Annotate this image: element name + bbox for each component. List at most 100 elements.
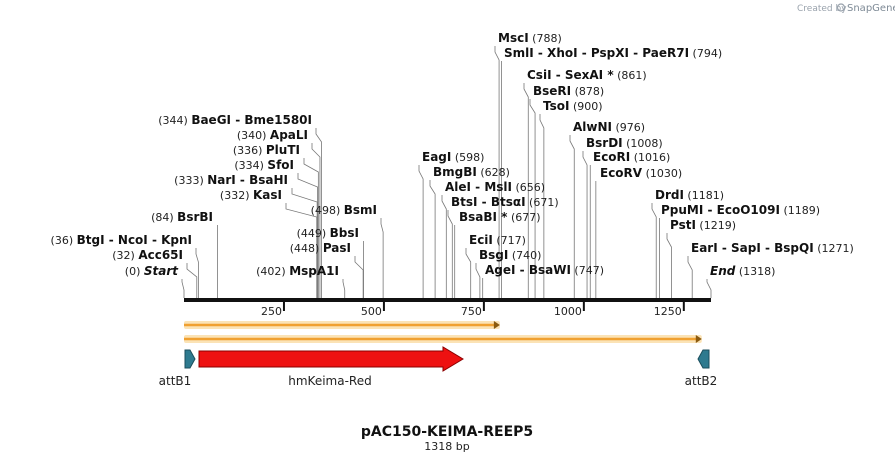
attb1-marker-icon[interactable]: [184, 349, 196, 369]
site-label[interactable]: (498) BsmI: [311, 203, 377, 217]
feature-arrow[interactable]: [198, 346, 464, 372]
site-leader-line: [181, 279, 185, 298]
site-leader-line: [315, 128, 322, 298]
site-position: (333): [174, 174, 207, 187]
site-label[interactable]: End (1318): [710, 264, 775, 278]
orf-arrows: [184, 321, 702, 343]
site-label[interactable]: BtsI - BtsαI (671): [451, 195, 559, 209]
site-label[interactable]: AlwNI (976): [573, 120, 645, 134]
site-label[interactable]: SmlI - XhoI - PspXI - PaeR7I (794): [504, 46, 722, 60]
site-leader-line: [666, 233, 672, 298]
site-name: AleI - MslI: [445, 180, 512, 194]
site-label[interactable]: BsaBI * (677): [459, 210, 541, 224]
site-label[interactable]: MscI (788): [498, 31, 562, 45]
site-leader-line: [311, 143, 321, 298]
site-name: Start: [144, 264, 179, 278]
site-label[interactable]: (340) ApaLI: [237, 128, 308, 142]
site-label[interactable]: BseRI (878): [533, 84, 604, 98]
site-leader-line: [582, 151, 588, 298]
site-position: (900): [569, 100, 602, 113]
site-leader-line: [195, 248, 199, 298]
backbone-line: [184, 298, 711, 302]
site-position: (498): [311, 204, 344, 217]
site-position: (1271): [814, 242, 854, 255]
site-label[interactable]: EagI (598): [422, 150, 484, 164]
site-label[interactable]: (333) NarI - BsaHI: [174, 173, 288, 187]
site-label[interactable]: EcoRV (1030): [600, 166, 682, 180]
site-label[interactable]: (32) Acc65I: [112, 248, 183, 262]
site-label[interactable]: EcoRI (1016): [593, 150, 670, 164]
site-name: BbsI: [330, 226, 359, 240]
site-label[interactable]: TsoI (900): [543, 99, 603, 113]
site-name: TsoI: [543, 99, 569, 113]
site-label[interactable]: CsiI - SexAI * (861): [527, 68, 647, 82]
site-position: (449): [297, 227, 330, 240]
site-name: BseRI: [533, 84, 571, 98]
site-leader-line: [186, 263, 198, 298]
site-name: BtsI - BtsαI: [451, 195, 526, 209]
attb2-marker-icon[interactable]: [697, 349, 710, 369]
site-leader-line: [303, 158, 319, 298]
site-label[interactable]: (84) BsrBI: [151, 210, 213, 224]
map-title: pAC150-KEIMA-REEP5: [361, 424, 533, 440]
site-position: (36): [51, 234, 77, 247]
site-name: EcoRV: [600, 166, 643, 180]
brand-name: SnapGene: [847, 3, 895, 14]
site-label[interactable]: DrdI (1181): [655, 188, 724, 202]
site-leader-line: [529, 99, 536, 298]
site-name: BmgBI: [433, 165, 477, 179]
site-leader-line: [569, 135, 575, 298]
site-name: PstI: [670, 218, 696, 232]
feature-track: attB1 hmKeima-Red attB2: [159, 346, 718, 388]
site-position: (628): [477, 166, 510, 179]
site-name: PluTI: [266, 143, 300, 157]
site-label[interactable]: (0) Start: [125, 264, 179, 278]
site-leader-line: [687, 256, 693, 298]
site-leader-line: [651, 203, 657, 298]
site-label[interactable]: AgeI - BsaWI (747): [485, 263, 604, 277]
site-leader-lines: [181, 46, 712, 298]
feature-label: attB2: [685, 374, 718, 388]
site-position: (402): [256, 265, 289, 278]
site-position: (794): [689, 47, 722, 60]
site-name: SfoI: [267, 158, 294, 172]
site-name: Acc65I: [138, 248, 183, 262]
site-label[interactable]: (448) PasI: [290, 241, 351, 255]
site-name: CsiI - SexAI *: [527, 68, 614, 82]
site-name: BtgI - NcoI - KpnI: [77, 233, 192, 247]
site-label[interactable]: PstI (1219): [670, 218, 736, 232]
site-label[interactable]: EciI (717): [469, 233, 526, 247]
site-position: (740): [508, 249, 541, 262]
site-position: (677): [507, 211, 540, 224]
site-name: EagI: [422, 150, 451, 164]
site-position: (788): [529, 32, 562, 45]
ruler-tick-label: 250: [261, 305, 282, 318]
site-label[interactable]: (402) MspA1I: [256, 264, 339, 278]
site-label[interactable]: (332) KasI: [220, 188, 282, 202]
site-label[interactable]: EarI - SapI - BspQI (1271): [691, 241, 854, 255]
site-label[interactable]: AleI - MslI (656): [445, 180, 545, 194]
site-label[interactable]: BsrDI (1008): [586, 136, 663, 150]
site-position: (334): [234, 159, 267, 172]
site-label[interactable]: BmgBI (628): [433, 165, 510, 179]
site-position: (1219): [696, 219, 736, 232]
site-position: (747): [571, 264, 604, 277]
site-label[interactable]: (449) BbsI: [297, 226, 359, 240]
site-label[interactable]: (36) BtgI - NcoI - KpnI: [51, 233, 192, 247]
site-position: (598): [451, 151, 484, 164]
map-length: 1318 bp: [424, 440, 469, 453]
site-name: ApaLI: [270, 128, 308, 142]
site-position: (1181): [684, 189, 724, 202]
site-label[interactable]: BsgI (740): [479, 248, 541, 262]
site-label[interactable]: (344) BaeGI - Bme1580I: [158, 113, 312, 127]
site-leader-line: [447, 210, 453, 298]
site-name: BaeGI - Bme1580I: [191, 113, 312, 127]
site-label[interactable]: PpuMI - EcoO109I (1189): [661, 203, 820, 217]
site-label[interactable]: (334) SfoI: [234, 158, 294, 172]
site-leader-line: [429, 180, 436, 298]
site-position: (336): [233, 144, 266, 157]
site-label[interactable]: (336) PluTI: [233, 143, 300, 157]
